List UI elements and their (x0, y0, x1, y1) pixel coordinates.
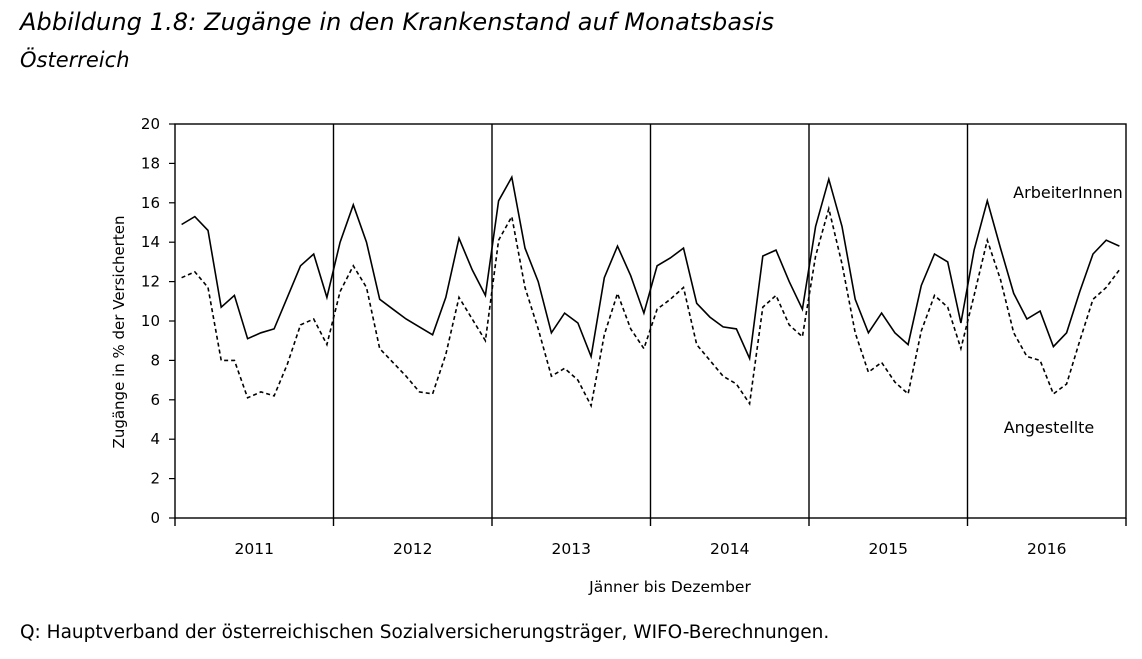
y-tick-label: 12 (141, 273, 160, 291)
source-note: Q: Hauptverband der österreichischen Soz… (20, 622, 830, 643)
year-dividers (174, 124, 1127, 526)
series-label-angestellte: Angestellte (1004, 418, 1095, 437)
y-tick-label: 20 (141, 115, 160, 133)
y-tick-label: 4 (150, 430, 160, 448)
y-tick-label: 14 (141, 233, 160, 251)
y-tick-label: 8 (150, 351, 160, 369)
x-tick-label: 2012 (393, 540, 432, 558)
y-tick-label: 18 (141, 154, 160, 172)
x-tick-label: 2015 (869, 540, 908, 558)
x-axis-label: Jänner bis Dezember (588, 578, 751, 596)
y-tick-label: 2 (150, 470, 160, 488)
series-labels: ArbeiterInnen Angestellte (1004, 183, 1123, 437)
x-tick-label: 2014 (710, 540, 749, 558)
chart-title: Abbildung 1.8: Zugänge in den Krankensta… (20, 8, 775, 36)
y-axis-label: Zugänge in % der Versicherten (110, 216, 128, 449)
y-tick-label: 16 (141, 194, 160, 212)
y-tick-label: 0 (150, 509, 160, 527)
y-tick-label: 6 (150, 391, 160, 409)
x-tick-label: 2011 (235, 540, 274, 558)
series-label-arbeiterinnen: ArbeiterInnen (1013, 183, 1123, 202)
x-tick-label: 2016 (1027, 540, 1066, 558)
chart-subtitle: Österreich (20, 48, 130, 72)
y-tick-label: 10 (141, 312, 160, 330)
series-line-arbeiterinnen (181, 174, 1120, 362)
x-axis-year-labels: 2011 2012 2013 2014 2015 2016 (235, 540, 1067, 558)
y-axis-ticks: 0 2 4 6 8 10 12 14 16 18 20 (141, 115, 175, 527)
x-tick-label: 2013 (552, 540, 591, 558)
series-line-angestellte (181, 205, 1121, 409)
series-lines (181, 174, 1121, 409)
